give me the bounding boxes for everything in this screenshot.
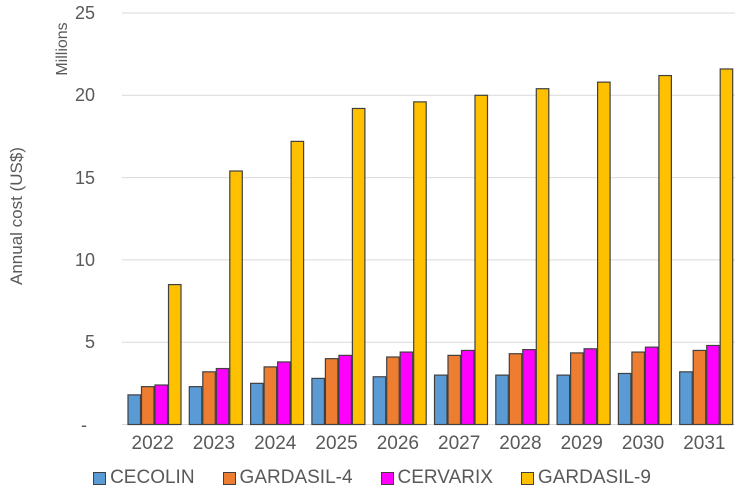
- bar-cervarix-2023: [215, 367, 230, 426]
- bar-cervarix-2022: [154, 384, 169, 426]
- bar-gardasil-9-2031: [719, 68, 734, 426]
- bar-gardasil-4-2031: [692, 349, 707, 426]
- bar-gardasil-9-2024: [290, 140, 305, 426]
- bar-gardasil-4-2027: [447, 354, 462, 426]
- legend-swatch-cecolin: [93, 471, 107, 485]
- bar-cecolin-2023: [188, 386, 203, 426]
- bar-cervarix-2028: [522, 349, 536, 426]
- bar-cecolin-2025: [311, 377, 325, 426]
- x-axis-label-2024: 2024: [254, 433, 297, 454]
- bar-gardasil-4-2023: [202, 371, 216, 426]
- bar-gardasil-4-2024: [263, 366, 278, 426]
- y-axis-tick-15: 15: [74, 167, 95, 188]
- x-axis-label-2022: 2022: [131, 433, 174, 454]
- bar-gardasil-9-2026: [413, 101, 427, 426]
- bar-cervarix-2024: [277, 361, 291, 426]
- y-axis-tick-10: 10: [74, 249, 95, 270]
- bar-gardasil-4-2030: [631, 351, 646, 426]
- bar-gardasil-9-2022: [167, 283, 182, 426]
- bar-gardasil-9-2027: [474, 94, 489, 426]
- bar-gardasil-4-2025: [324, 358, 339, 426]
- bar-gardasil-4-2029: [569, 352, 584, 426]
- bar-cervarix-2029: [583, 348, 598, 426]
- y-axis-tick-5: 5: [84, 332, 95, 353]
- bar-cecolin-2031: [679, 371, 693, 426]
- bar-cervarix-2027: [460, 349, 475, 426]
- legend-swatch-gardasil-9: [520, 471, 534, 485]
- legend-item-gardasil-4: GARDASIL-4: [222, 467, 353, 489]
- legend-label: GARDASIL-4: [239, 467, 353, 488]
- bar-cecolin-2030: [617, 372, 632, 426]
- y-axis-tick-25: 25: [74, 3, 95, 23]
- legend-item-cecolin: CECOLIN: [93, 467, 195, 489]
- bar-gardasil-4-2022: [140, 386, 155, 426]
- bar-gardasil-9-2030: [658, 74, 673, 426]
- y-axis-tick-20: 20: [74, 85, 95, 106]
- x-axis-label-2030: 2030: [621, 433, 665, 454]
- x-axis-label-2031: 2031: [683, 433, 726, 454]
- x-axis-label-2028: 2028: [499, 433, 542, 454]
- x-axis-label-2027: 2027: [438, 433, 481, 454]
- legend-swatch-gardasil-4: [222, 471, 236, 485]
- bar-gardasil-9-2028: [535, 88, 550, 426]
- legend-label: CECOLIN: [110, 467, 195, 488]
- x-axis-label-2026: 2026: [376, 433, 419, 454]
- legend-swatch-cervarix: [380, 471, 394, 485]
- x-axis-label-2029: 2029: [560, 433, 603, 454]
- legend-label: GARDASIL-9: [537, 467, 651, 488]
- bar-cecolin-2024: [250, 382, 264, 426]
- bar-gardasil-9-2025: [351, 107, 366, 426]
- bar-cecolin-2029: [556, 374, 571, 426]
- y-axis-tick-0: -: [81, 414, 87, 435]
- bar-cecolin-2022: [127, 394, 142, 426]
- x-axis-label-2025: 2025: [315, 433, 358, 454]
- bar-cervarix-2030: [644, 346, 659, 426]
- bar-cervarix-2025: [338, 354, 352, 426]
- bar-gardasil-4-2026: [386, 356, 400, 426]
- bar-cecolin-2028: [495, 374, 509, 426]
- bar-cervarix-2031: [706, 344, 720, 426]
- x-axis-label-2023: 2023: [192, 433, 236, 454]
- legend-label: CERVARIX: [397, 467, 493, 488]
- bar-cervarix-2026: [399, 351, 414, 426]
- bar-cecolin-2027: [433, 374, 448, 426]
- bar-gardasil-9-2029: [596, 81, 611, 426]
- legend-item-cervarix: CERVARIX: [380, 467, 493, 489]
- bar-gardasil-4-2028: [508, 353, 523, 426]
- bar-cecolin-2026: [372, 376, 387, 426]
- bar-gardasil-9-2023: [229, 170, 243, 426]
- legend: CECOLIN GARDASIL-4 CERVARIX GARDASIL-9: [0, 463, 744, 493]
- legend-item-gardasil-9: GARDASIL-9: [520, 467, 651, 489]
